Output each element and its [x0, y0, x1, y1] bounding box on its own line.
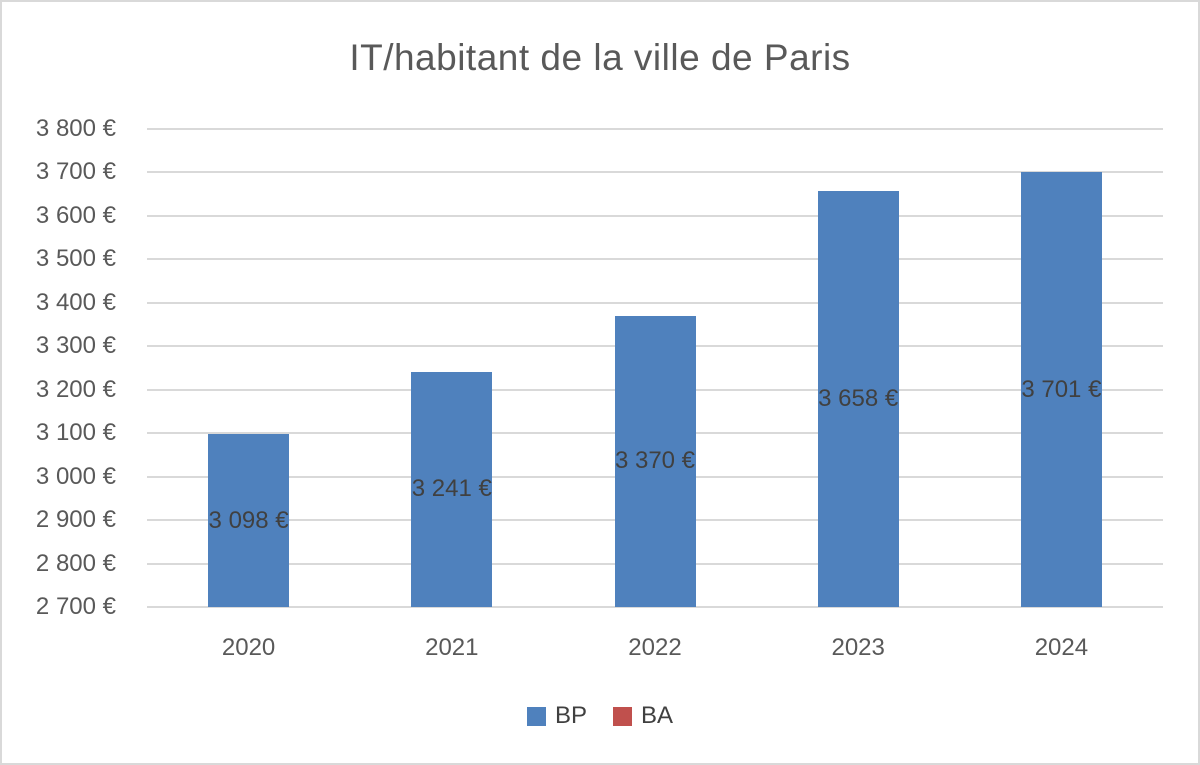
y-tick-label: 3 700 € [35, 158, 116, 186]
x-tick-label: 2020 [221, 634, 276, 661]
legend-swatch-icon [526, 706, 546, 726]
legend-item-ba: BA [613, 702, 673, 730]
y-tick-label: 3 600 € [35, 201, 116, 229]
bar-bp-2024 [1020, 172, 1102, 607]
y-tick-label: 3 400 € [35, 288, 116, 316]
gridline [147, 258, 1163, 261]
legend-swatch-icon [613, 706, 632, 726]
y-tick-label: 3 800 € [35, 115, 116, 142]
y-tick-label: 2 800 € [35, 549, 116, 577]
y-tick-label: 3 100 € [35, 419, 116, 447]
data-label: 3 241 € [411, 475, 492, 503]
bar-bp-2023 [817, 190, 899, 607]
legend-label: BP [554, 702, 587, 729]
y-tick-label: 3 300 € [35, 332, 116, 360]
plot-area: 3 098 € 3 241 € 3 370 € 3 658 € 3 701 € [147, 128, 1163, 608]
x-tick-label: 2021 [425, 634, 479, 661]
bar-bp-2022 [614, 315, 696, 607]
gridline [147, 214, 1163, 217]
y-tick-label: 3 500 € [35, 245, 116, 273]
gridline [147, 171, 1163, 174]
bar-bp-2021 [411, 371, 493, 607]
legend-label: BA [641, 702, 674, 729]
chart-title: IT/habitant de la ville de Paris [349, 37, 851, 78]
x-tick-label: 2022 [628, 634, 682, 661]
y-tick-label: 3 000 € [35, 462, 116, 490]
data-label: 3 370 € [614, 447, 696, 475]
x-tick-label: 2023 [831, 634, 885, 661]
data-label: 3 701 € [1021, 375, 1102, 403]
data-label: 3 658 € [818, 384, 899, 412]
y-tick-label: 2 900 € [35, 506, 116, 534]
gridline [147, 301, 1163, 304]
y-tick-label: 2 700 € [35, 593, 116, 620]
x-tick-label: 2024 [1034, 634, 1089, 661]
legend: BP BA [2, 702, 1198, 730]
legend-item-bp: BP [526, 702, 587, 730]
data-label: 3 098 € [208, 506, 289, 534]
gridline [147, 128, 1163, 130]
bar-bp-2020 [208, 434, 290, 607]
y-tick-label: 3 200 € [35, 375, 116, 403]
gridline [147, 606, 1163, 608]
